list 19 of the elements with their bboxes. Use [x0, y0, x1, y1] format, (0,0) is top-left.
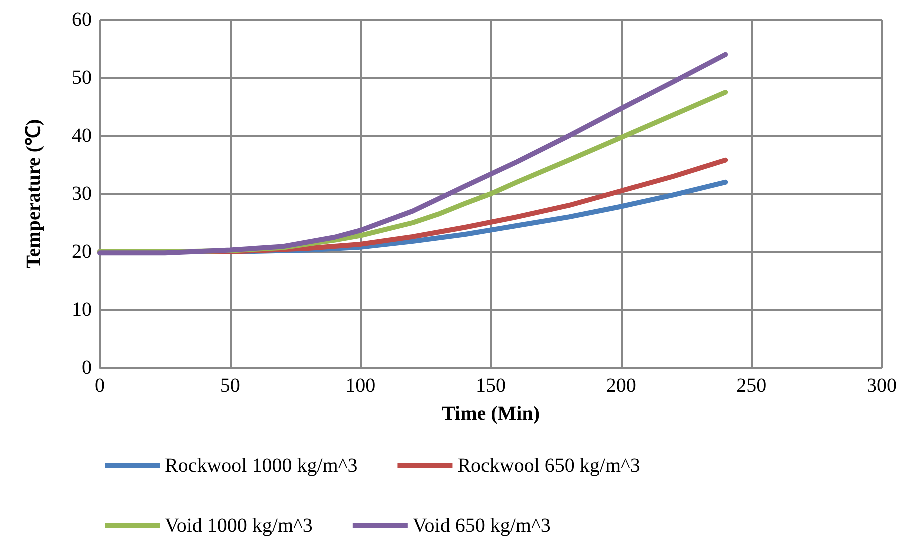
legend-label: Rockwool 650 kg/m^3 [458, 455, 640, 477]
y-tick-label: 40 [72, 125, 92, 147]
x-tick-label: 50 [220, 375, 240, 397]
x-tick-label: 300 [867, 375, 897, 397]
x-tick-label: 150 [476, 375, 506, 397]
x-tick-label: 250 [736, 375, 767, 397]
legend-label: Void 1000 kg/m^3 [165, 515, 313, 537]
y-tick-label: 50 [72, 67, 92, 89]
y-tick-label: 60 [72, 9, 92, 31]
legend-label: Rockwool 1000 kg/m^3 [165, 455, 358, 477]
y-tick-label: 10 [72, 299, 92, 321]
x-axis-title: Time (Min) [442, 403, 540, 425]
x-tick-label: 200 [606, 375, 636, 397]
y-tick-label: 0 [82, 357, 92, 379]
y-tick-label: 20 [72, 241, 92, 263]
x-tick-label: 100 [346, 375, 376, 397]
y-axis-title: Temperature (℃) [23, 119, 45, 269]
legend-label: Void 650 kg/m^3 [412, 515, 551, 537]
y-tick-label: 30 [72, 183, 92, 205]
